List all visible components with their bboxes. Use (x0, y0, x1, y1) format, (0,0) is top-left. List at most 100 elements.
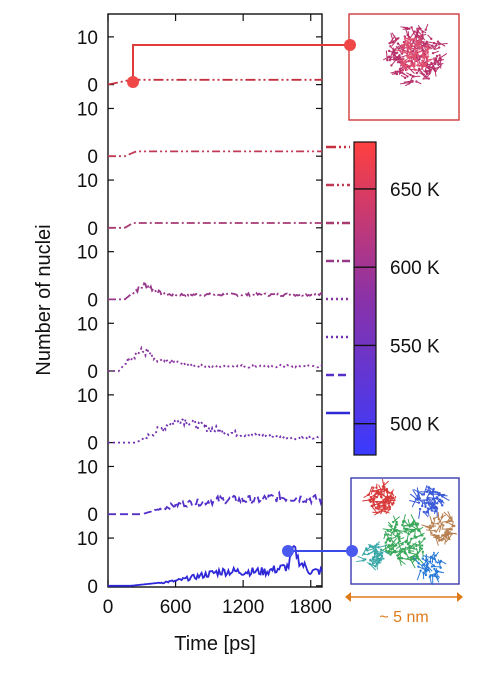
marker-high-temperature (127, 76, 139, 88)
snapshot-atom (417, 67, 421, 71)
x-axis-ticks: 0 600 1200 1800 (103, 14, 332, 618)
snapshot-atom (396, 60, 400, 64)
snapshot-atom (376, 505, 379, 509)
snapshot-atom (403, 76, 407, 80)
snapshot-atom (434, 58, 438, 62)
snapshot-bond (396, 533, 401, 542)
snapshot-atom (412, 528, 416, 532)
snapshot-atom (437, 46, 441, 49)
snapshot-atom (372, 556, 375, 559)
snapshot-atom (398, 46, 401, 50)
snapshot-atom (388, 539, 392, 543)
series-line-575K (108, 344, 323, 372)
snapshot-atom (425, 498, 428, 502)
snapshot-bond (427, 62, 435, 68)
panel-y-tick-label: 0 (87, 505, 98, 526)
snapshot-atom (415, 36, 418, 39)
snapshot-atom (406, 542, 410, 546)
snapshot-atom (384, 504, 387, 508)
snapshot-bond (382, 480, 390, 487)
snapshot-atom (413, 56, 416, 60)
snapshot-atom (417, 565, 420, 568)
snapshot-bond (373, 501, 382, 506)
snapshot-bond (404, 520, 411, 528)
series-line-625K (108, 222, 322, 229)
snapshot-bond (402, 557, 410, 561)
snapshot-bond (408, 545, 411, 553)
snapshot-atom (403, 548, 406, 551)
snapshot-atom (439, 559, 442, 563)
snapshot-atom (411, 74, 414, 78)
snapshot-atom (387, 49, 391, 53)
marker-snapshot-high (344, 39, 356, 51)
colorbar-tick-label: 500 K (390, 415, 440, 436)
snapshot-bond (435, 526, 441, 534)
colorbar (353, 141, 377, 456)
snapshot-atom (384, 541, 387, 544)
snapshot-atom (386, 529, 389, 532)
snapshot-atom (390, 491, 393, 494)
snapshot-bond (418, 566, 427, 571)
snapshot-bond (412, 489, 419, 499)
snapshot-bond (411, 498, 417, 508)
snapshot-atom (440, 516, 444, 519)
snapshot-atom (438, 54, 441, 57)
series-line-550K (108, 417, 323, 444)
snapshot-atom (415, 544, 418, 548)
snapshot-atom (433, 501, 436, 505)
snapshot-bond (438, 523, 443, 533)
snapshot-atom (433, 62, 437, 66)
snapshot-atom (383, 510, 387, 513)
snapshot-bond (410, 547, 418, 551)
snapshot-atom (415, 536, 418, 539)
snapshot-bond (383, 487, 385, 497)
snapshot-atom (432, 487, 435, 491)
snapshot-atom (427, 496, 430, 500)
series-line-525K (108, 490, 323, 516)
snapshot-atom (415, 58, 418, 61)
snapshot-atom (453, 524, 456, 528)
snapshot-atom (394, 525, 397, 528)
snapshot-atom (385, 549, 388, 553)
snapshot-atom (418, 497, 421, 500)
snapshot-bond (403, 549, 409, 558)
snapshot-atom (433, 557, 436, 561)
snapshot-atom (418, 46, 421, 49)
snapshot-bond (419, 44, 429, 49)
snapshot-bond (423, 555, 432, 559)
snapshot-bond (420, 564, 426, 572)
snapshot-bond (401, 64, 408, 73)
snapshot-atom (419, 569, 422, 572)
snapshot-bond (427, 508, 430, 517)
snapshot-atom (431, 491, 435, 494)
colorbar-ticks: 650 K 600 K 550 K 500 K (354, 180, 440, 436)
snapshot-atom (391, 543, 395, 546)
series-line-650K (108, 150, 322, 158)
snapshot-atom (434, 570, 438, 573)
snapshot-atom (448, 519, 451, 523)
panel-y-tick-label: 0 (87, 434, 98, 455)
panel-y-tick-label: 10 (77, 386, 98, 407)
snapshot-atom (406, 55, 409, 58)
snapshot-atom (420, 544, 424, 547)
panel-y-tick-label: 0 (87, 219, 98, 240)
snapshot-atom (408, 27, 411, 30)
snapshot-bond (392, 495, 397, 504)
snapshot-bond (384, 530, 390, 539)
snapshot-atom (367, 493, 370, 497)
legend-line-samples (326, 145, 350, 415)
snapshot-atom (415, 524, 418, 527)
snapshot-atom (431, 556, 434, 559)
snapshot-atom (412, 40, 415, 44)
snapshot-bond (446, 521, 455, 527)
snapshot-atom (445, 534, 448, 537)
snapshot-atom (426, 48, 429, 51)
marker-snapshot-low (346, 545, 358, 557)
y-axis-label: Number of nuclei (33, 224, 55, 375)
snapshot-bond (362, 499, 370, 502)
snapshot-atom (435, 496, 439, 499)
snapshot-atom (427, 77, 430, 80)
snapshot-atom (398, 70, 401, 73)
snapshot-atom (377, 554, 380, 557)
